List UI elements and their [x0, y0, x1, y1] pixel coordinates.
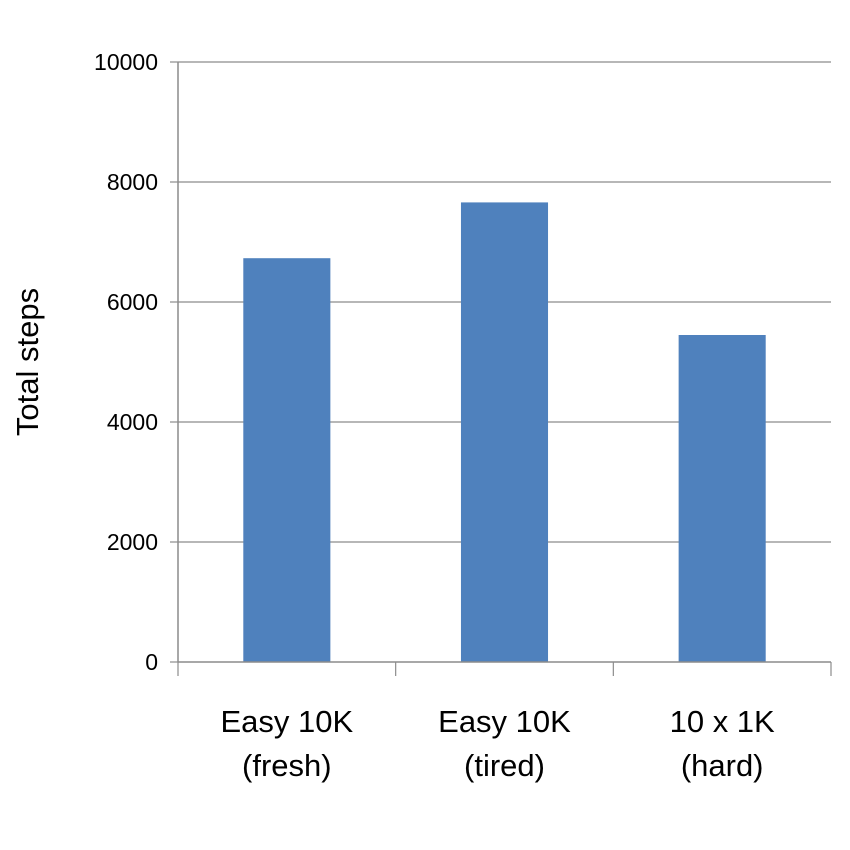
x-category-label-line: (tired)	[464, 748, 545, 783]
x-category-label-line: 10 x 1K	[670, 704, 775, 739]
bars	[243, 202, 766, 662]
bar	[678, 335, 766, 662]
x-category-label: 10 x 1K (hard)	[670, 704, 775, 783]
x-category-label: Easy 10K (fresh)	[220, 704, 353, 783]
y-tick-label: 0	[145, 649, 158, 675]
y-tick-label: 10000	[94, 49, 158, 75]
y-tick-labels: 0 2000 4000 6000 8000 10000	[94, 49, 158, 675]
y-tick-label: 4000	[107, 409, 158, 435]
x-category-label-line: (hard)	[681, 748, 764, 783]
x-category-labels: Easy 10K (fresh) Easy 10K (tired) 10 x 1K (ha…	[220, 704, 775, 783]
bar	[460, 202, 549, 662]
axes	[177, 62, 832, 676]
x-category-label: Easy 10K (tired)	[438, 704, 571, 783]
y-tick-label: 2000	[107, 529, 158, 555]
x-category-label-line: Easy 10K	[220, 704, 353, 739]
y-tick-label: 8000	[107, 169, 158, 195]
y-tick-label: 6000	[107, 289, 158, 315]
y-axis-title: Total steps	[10, 288, 45, 436]
x-category-label-line: (fresh)	[242, 748, 332, 783]
bar	[243, 258, 331, 662]
x-category-label-line: Easy 10K	[438, 704, 571, 739]
